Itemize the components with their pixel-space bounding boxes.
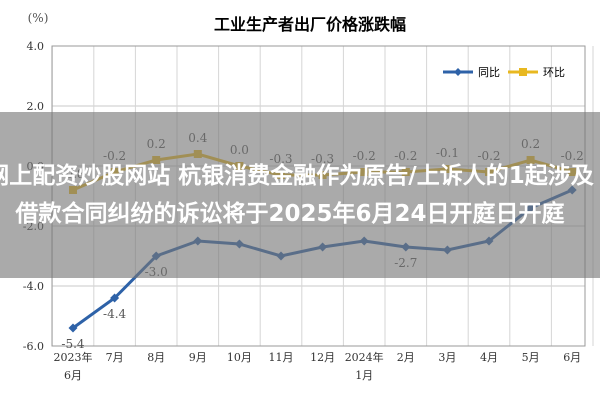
- y-tick-label: -4.0: [23, 280, 44, 293]
- x-tick-label: 2月: [397, 351, 415, 364]
- x-tick-label: 7月: [106, 351, 124, 364]
- x-tick-label: 9月: [189, 351, 207, 364]
- x-tick-label: 2023年: [54, 350, 93, 364]
- legend-marker: [454, 68, 462, 76]
- data-label: -4.4: [103, 307, 127, 321]
- x-tick-label: 10月: [227, 351, 252, 364]
- y-tick-label: -6.0: [23, 340, 44, 353]
- x-tick-label: 12月: [310, 351, 335, 364]
- banner-overlay[interactable]: 网上配资炒股网站 杭银消费金融作为原告/上诉人的1起涉及借款合同纠纷的诉讼将于2…: [0, 112, 600, 278]
- legend-label: 同比: [478, 66, 500, 79]
- x-tick-label: 1月: [355, 369, 373, 382]
- x-axis: 2023年 6月 7月 8月 9月 10月 11月 12月 2024年 1月 2月 3月 4月 5月 6月: [54, 350, 582, 382]
- legend-label: 环比: [543, 66, 565, 79]
- banner-text: 网上配资炒股网站 杭银消费金融作为原告/上诉人的1起涉及借款合同纠纷的诉讼将于2…: [0, 163, 594, 227]
- y-tick-label: 2.0: [27, 100, 45, 113]
- x-tick-label: 6月: [563, 351, 581, 364]
- y-tick-label: 4.0: [27, 40, 45, 53]
- y-axis-unit: (%): [28, 11, 49, 25]
- x-tick-label: 11月: [269, 351, 294, 364]
- x-tick-label: 3月: [438, 351, 456, 364]
- x-tick-label: 4月: [480, 351, 498, 364]
- data-point: [110, 293, 120, 303]
- data-point: [68, 323, 78, 333]
- legend-marker: [519, 68, 527, 76]
- x-tick-label: 6月: [64, 369, 82, 382]
- x-tick-label: 8月: [147, 351, 165, 364]
- chart-title: 工业生产者出厂价格涨跌幅: [214, 15, 406, 34]
- x-tick-label: 5月: [522, 351, 540, 364]
- legend: 同比 环比: [443, 66, 565, 79]
- x-tick-label: 2024年: [345, 350, 384, 364]
- data-label: -5.4: [61, 337, 85, 351]
